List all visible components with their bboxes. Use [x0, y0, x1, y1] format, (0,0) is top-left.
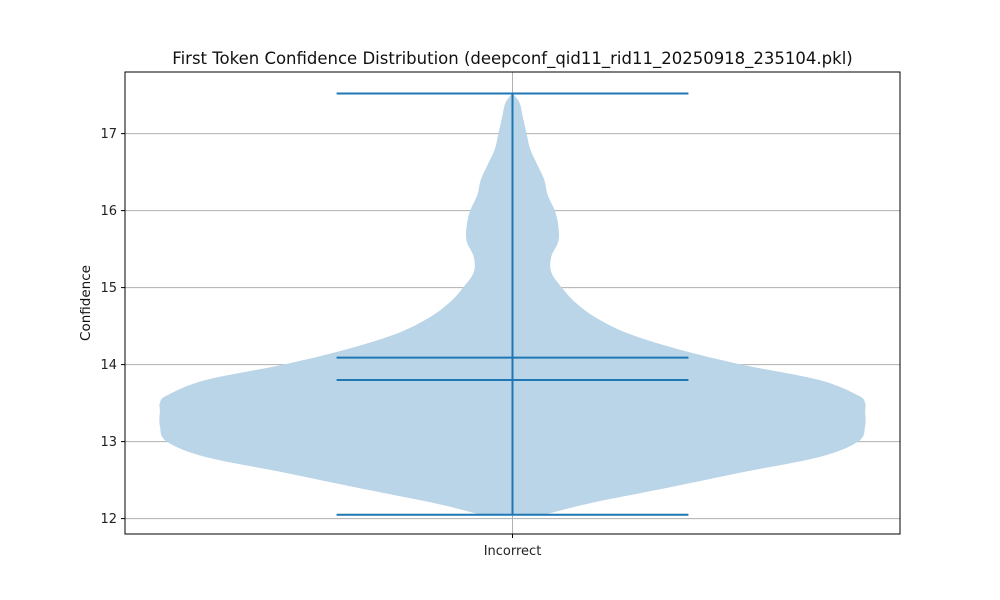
y-tick-label: 12 [100, 512, 117, 527]
y-tick-label: 14 [100, 358, 117, 373]
y-tick-label: 13 [100, 435, 117, 450]
y-tick-label: 15 [100, 281, 117, 296]
x-axis: Incorrect [484, 534, 542, 559]
y-axis: 12 13 14 15 16 17 [100, 127, 125, 527]
y-tick-label: 17 [100, 127, 117, 142]
violin-statistics [336, 92, 689, 516]
x-tick-label: Incorrect [484, 544, 542, 559]
y-axis-title: Confidence [78, 265, 94, 341]
y-tick-label: 16 [100, 204, 117, 219]
chart-title: First Token Confidence Distribution (dee… [172, 49, 852, 69]
